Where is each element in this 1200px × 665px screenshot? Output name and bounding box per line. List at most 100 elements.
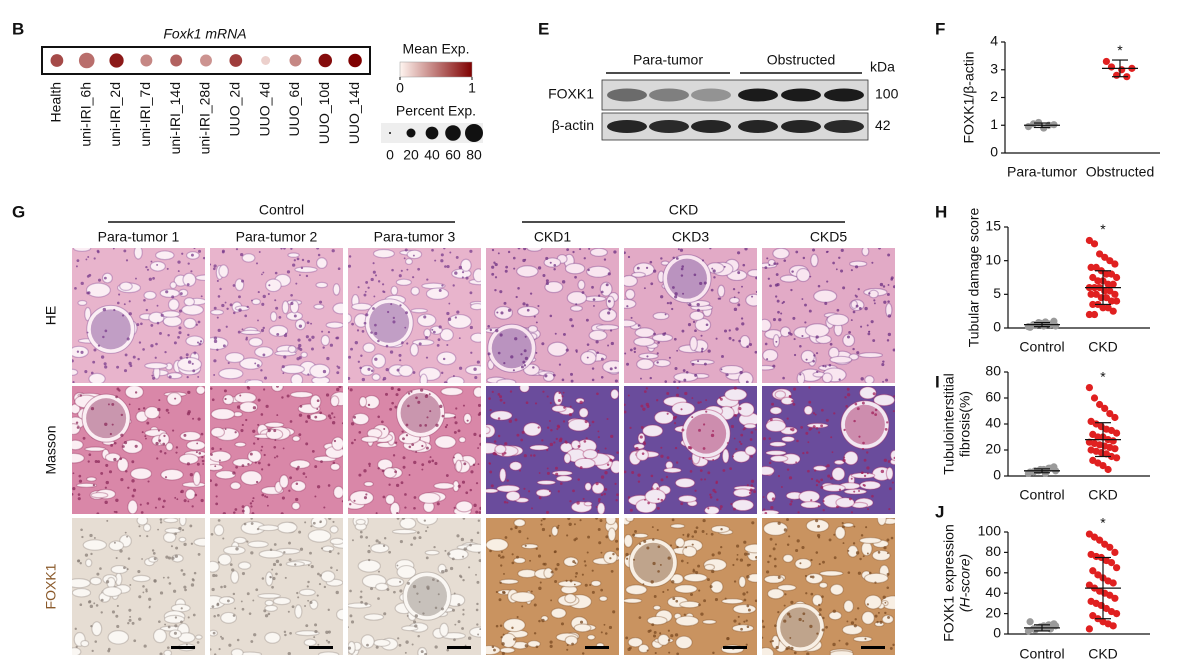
nucleus <box>125 259 129 262</box>
nucleus <box>678 380 681 383</box>
nucleus <box>386 310 390 314</box>
nucleus <box>640 404 644 408</box>
glomerulus <box>666 258 707 299</box>
nucleus <box>519 469 521 472</box>
tubule-lumen <box>858 352 884 359</box>
nucleus <box>740 317 744 320</box>
tubule-lumen <box>148 311 165 324</box>
nucleus <box>791 270 794 273</box>
nucleus <box>769 537 773 541</box>
nucleus <box>557 425 561 429</box>
nucleus <box>577 444 581 448</box>
nucleus <box>624 352 627 355</box>
tissue-image <box>348 518 481 655</box>
y-axis-label: Tubular damage score <box>966 208 982 348</box>
nucleus <box>164 351 167 354</box>
tubule-lumen <box>178 518 187 527</box>
nucleus <box>436 343 440 347</box>
nucleus <box>673 422 677 425</box>
nucleus <box>488 462 492 465</box>
nucleus <box>863 474 867 478</box>
nucleus <box>780 485 783 488</box>
data-point <box>1096 536 1104 544</box>
nucleus <box>733 307 738 312</box>
nucleus <box>509 390 513 393</box>
tubule-lumen <box>746 573 757 583</box>
nucleus <box>786 417 789 420</box>
nucleus <box>626 305 629 308</box>
nucleus <box>150 344 154 348</box>
nucleus <box>411 443 415 446</box>
nucleus <box>502 633 505 636</box>
nucleus <box>685 371 689 374</box>
nucleus <box>812 248 816 252</box>
nucleus <box>269 575 272 579</box>
tubule-lumen <box>763 521 789 536</box>
tubule-lumen <box>72 345 89 359</box>
nucleus <box>197 375 200 378</box>
nucleus <box>245 418 248 422</box>
tubule-lumen <box>675 635 693 650</box>
nucleus <box>179 292 183 296</box>
nucleus <box>494 288 497 292</box>
nucleus <box>497 252 500 255</box>
nucleus <box>747 552 750 556</box>
nucleus <box>426 278 429 281</box>
tubule-lumen <box>769 406 783 415</box>
nucleus <box>699 401 702 404</box>
x-tick-label: UUO_4d <box>256 82 272 136</box>
tubule-lumen <box>440 386 464 397</box>
nucleus <box>92 360 96 364</box>
nucleus <box>524 544 527 547</box>
nucleus <box>499 398 503 402</box>
nucleus <box>856 351 860 355</box>
nucleus <box>667 638 671 642</box>
nucleus <box>298 413 303 417</box>
nucleus <box>427 460 432 464</box>
tubule-lumen <box>762 646 775 655</box>
band <box>649 88 689 102</box>
nucleus <box>462 613 465 616</box>
nucleus <box>514 525 518 530</box>
nucleus <box>747 608 751 612</box>
x-tick-label: Control <box>1019 646 1064 662</box>
band <box>649 120 689 133</box>
nucleus <box>80 281 84 286</box>
nucleus <box>224 428 227 430</box>
tubule-lumen <box>72 248 92 252</box>
nucleus <box>725 373 729 377</box>
nucleus <box>190 270 193 273</box>
nucleus <box>607 272 611 276</box>
nucleus <box>604 471 608 475</box>
x-tick-label: uni-IRI_6h <box>77 82 93 147</box>
nucleus <box>158 416 161 419</box>
tubule-lumen <box>674 477 696 489</box>
nucleus <box>652 561 656 566</box>
nucleus <box>258 461 261 465</box>
nucleus <box>500 556 503 559</box>
tubule-lumen <box>375 582 389 592</box>
nucleus <box>475 573 477 576</box>
nucleus <box>202 256 205 260</box>
nucleus <box>113 510 116 513</box>
nucleus <box>643 390 647 393</box>
nucleus <box>575 350 578 353</box>
nucleus <box>854 618 857 621</box>
nucleus <box>422 612 425 615</box>
nucleus <box>475 608 479 612</box>
nucleus <box>316 408 319 411</box>
tubule-lumen <box>218 367 244 380</box>
nucleus <box>448 302 451 305</box>
tubule-lumen <box>163 614 185 624</box>
nucleus <box>883 546 887 550</box>
tubule-lumen <box>159 288 180 298</box>
nucleus <box>153 557 157 561</box>
nucleus <box>500 636 503 639</box>
tubule-lumen <box>298 588 316 597</box>
tubule-lumen <box>574 457 596 469</box>
nucleus <box>396 368 400 372</box>
nucleus <box>286 394 290 398</box>
nucleus <box>123 303 126 306</box>
nucleus <box>838 378 841 381</box>
tubule-lumen <box>634 327 655 338</box>
